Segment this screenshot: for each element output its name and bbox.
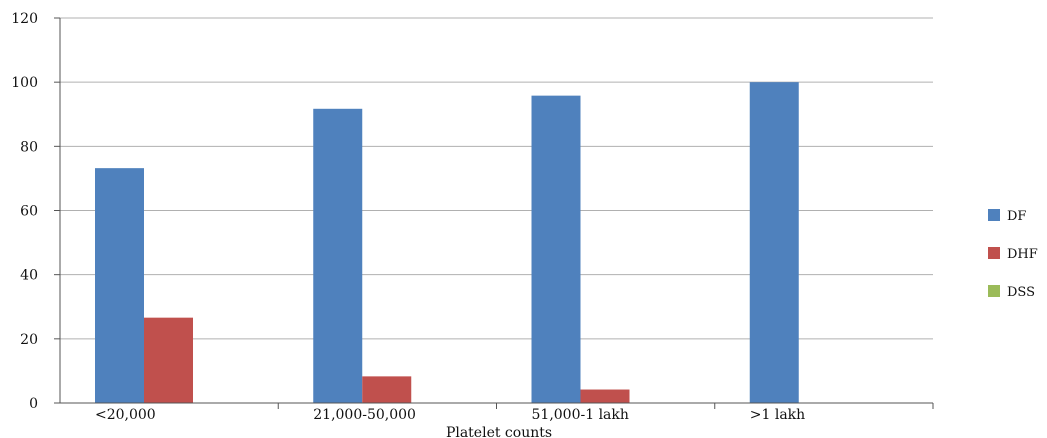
x-tick-label: >1 lakh bbox=[750, 407, 805, 423]
legend-label-dss: DSS bbox=[1007, 285, 1035, 300]
y-tick-label: 0 bbox=[29, 396, 38, 412]
bar-df-2 bbox=[531, 95, 581, 404]
x-tick-label: 21,000-50,000 bbox=[313, 407, 416, 423]
y-tick-label: 120 bbox=[11, 11, 38, 27]
bar-df-0 bbox=[95, 168, 144, 403]
legend-swatch-dss bbox=[988, 285, 1000, 297]
y-tick-label: 40 bbox=[20, 268, 38, 284]
bar-dhf-2 bbox=[580, 389, 630, 403]
bar-df-3 bbox=[749, 82, 799, 404]
bar-df-1 bbox=[313, 108, 363, 403]
y-tick-label: 20 bbox=[20, 332, 38, 348]
gridlines bbox=[60, 17, 933, 340]
bars bbox=[95, 82, 799, 404]
y-axis-ticks: 0 20 40 60 80 100 120 bbox=[11, 11, 60, 412]
bar-dhf-0 bbox=[144, 317, 193, 403]
x-tick-label: 51,000-1 lakh bbox=[532, 407, 629, 423]
y-tick-label: 100 bbox=[11, 75, 38, 91]
legend: DF DHF DSS bbox=[988, 209, 1038, 300]
x-axis-ticks: <20,000 21,000-50,000 51,000-1 lakh >1 lakh bbox=[95, 403, 934, 423]
legend-label-df: DF bbox=[1007, 209, 1026, 224]
x-axis-title: Platelet counts bbox=[446, 425, 552, 438]
legend-swatch-dhf bbox=[988, 247, 1000, 259]
bar-dhf-1 bbox=[362, 376, 412, 403]
legend-label-dhf: DHF bbox=[1007, 247, 1038, 262]
y-tick-label: 60 bbox=[20, 204, 38, 220]
x-tick-label: <20,000 bbox=[95, 407, 156, 423]
y-tick-label: 80 bbox=[20, 139, 38, 155]
legend-swatch-df bbox=[988, 209, 1000, 221]
